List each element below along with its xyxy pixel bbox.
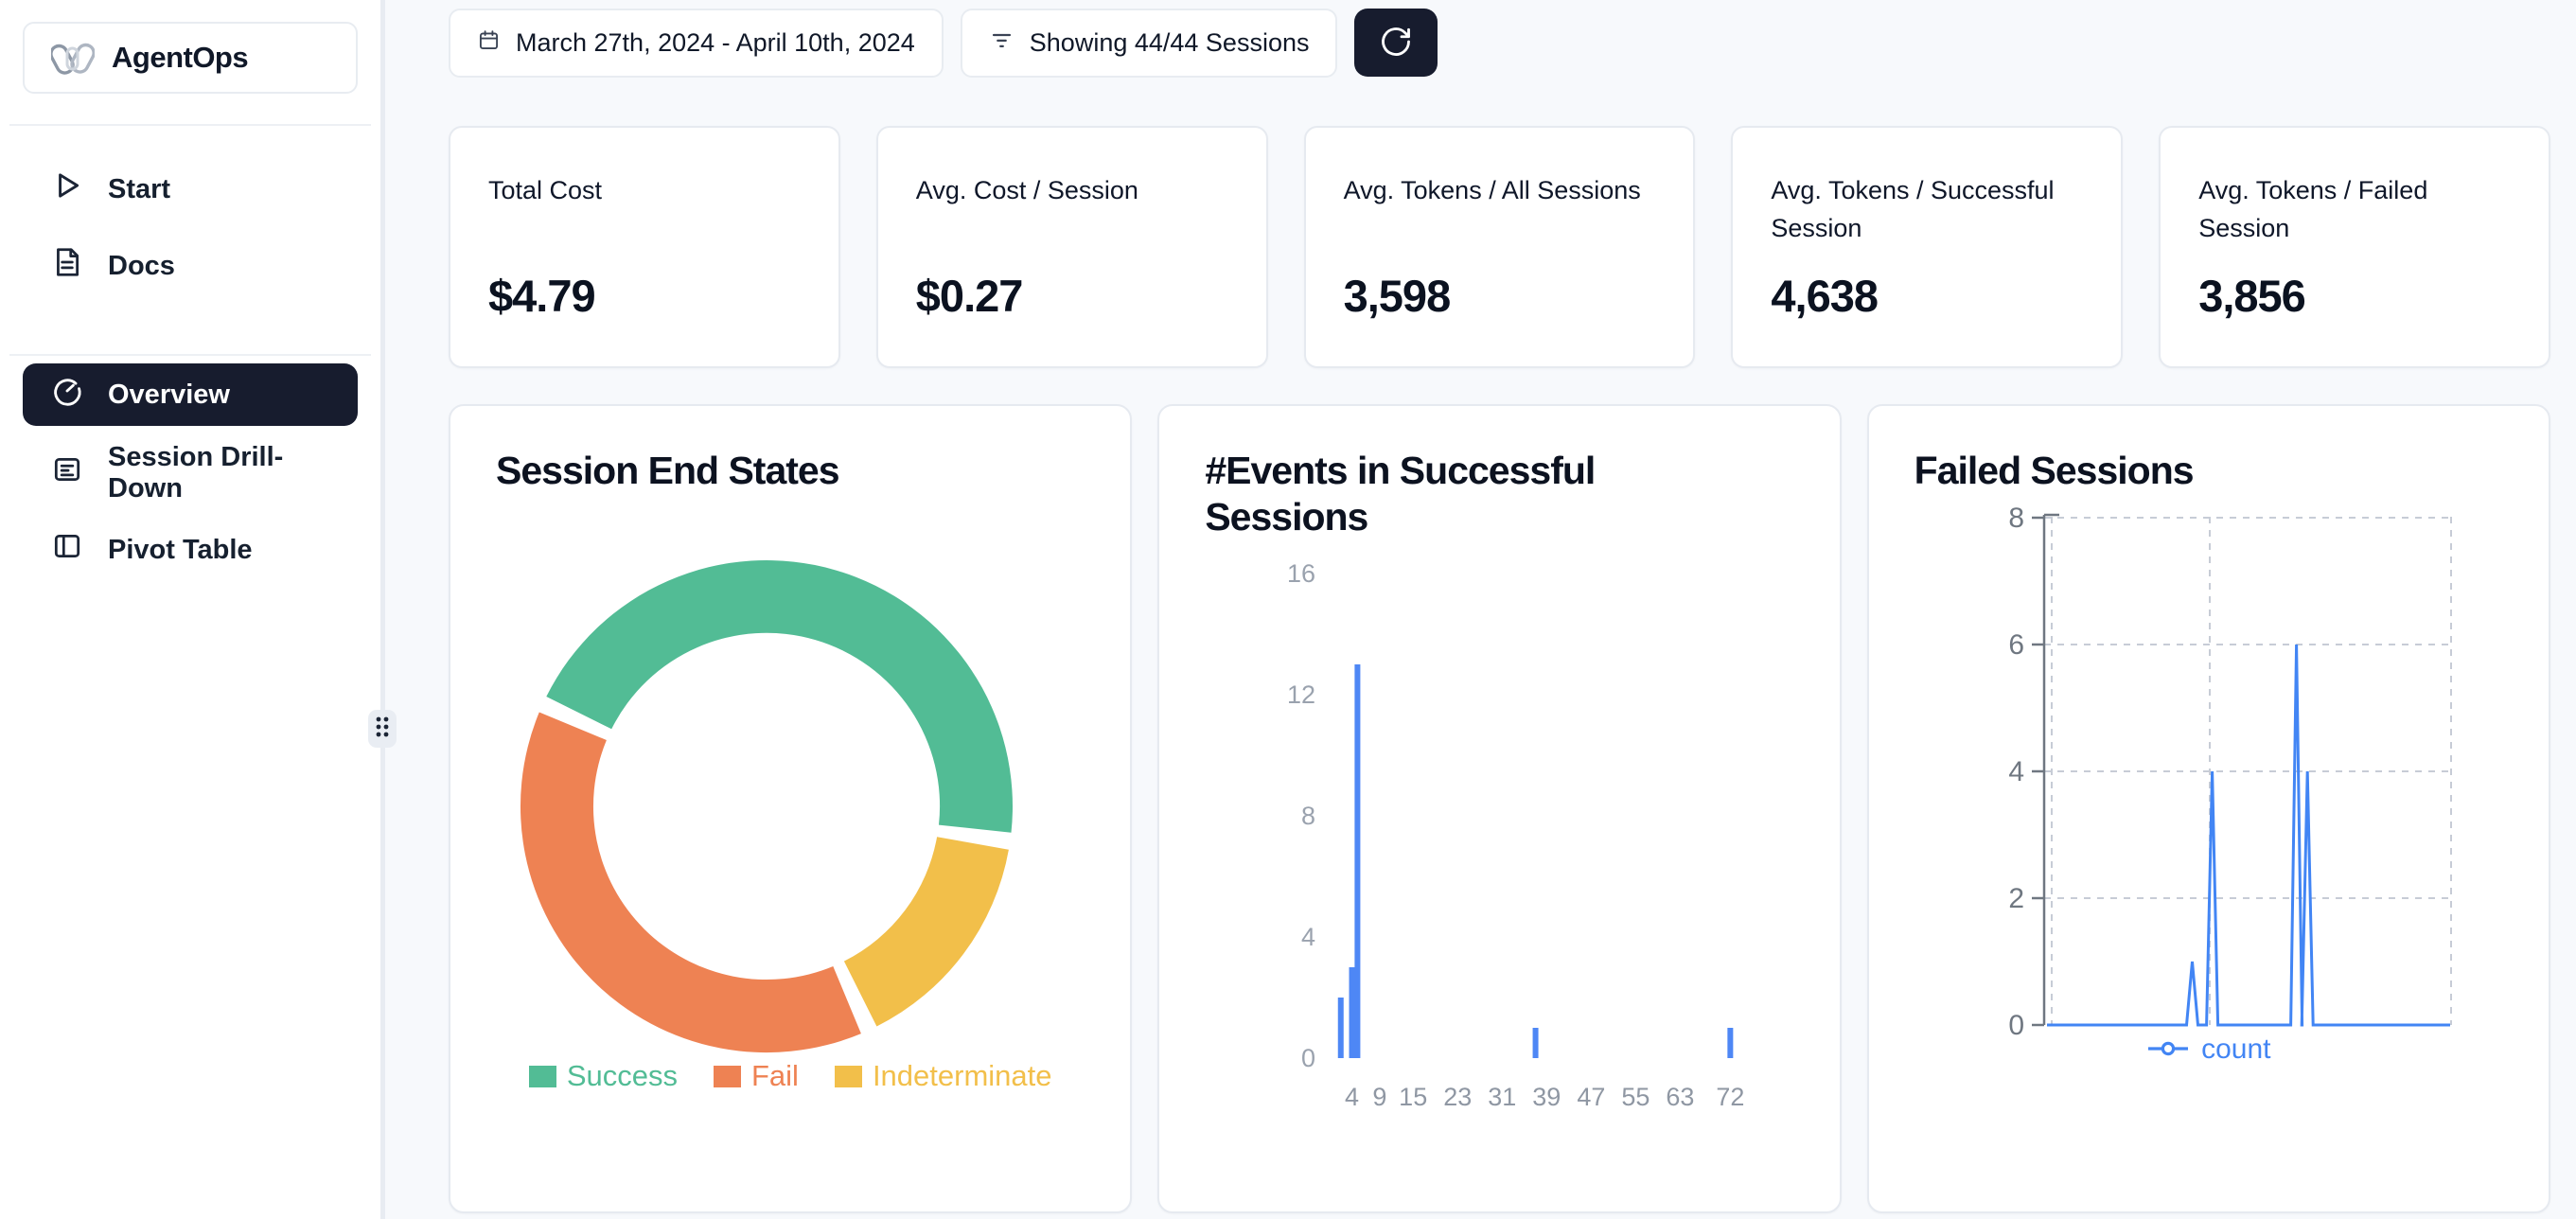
success-swatch-icon [528,1065,556,1087]
failed-sessions-chart-card: Failed Sessions 0 2 4 6 8 count [1866,404,2550,1213]
sidebar-item-label: Pivot Table [108,534,253,565]
stat-label: Avg. Tokens / All Sessions [1343,176,1641,204]
sidebar-item-label: Start [108,173,171,204]
svg-text:15: 15 [1400,1083,1428,1111]
svg-text:4: 4 [2008,756,2024,787]
svg-text:8: 8 [1301,802,1315,830]
sidebar-item-label: Overview [108,379,230,410]
stat-label: Total Cost [488,176,603,204]
svg-text:6: 6 [2008,629,2024,661]
svg-text:0: 0 [1301,1044,1315,1072]
svg-text:2: 2 [2008,883,2024,914]
sidebar-item-label: Session Drill-Down [108,442,284,504]
count-series-icon [2146,1034,2190,1066]
list-box-icon [51,453,83,493]
sidebar-item-label: Docs [108,250,175,281]
stat-card-avg-tokens-failed: Avg. Tokens / Failed Session 3,856 [2159,126,2550,368]
svg-text:9: 9 [1373,1083,1387,1111]
svg-text:47: 47 [1578,1083,1606,1111]
legend-item-success[interactable]: Success [528,1059,678,1093]
stat-value: $0.27 [915,271,1024,321]
refresh-button[interactable] [1354,9,1438,77]
svg-text:55: 55 [1622,1083,1650,1111]
fail-swatch-icon [713,1065,741,1087]
stat-label: Avg. Tokens / Failed Session [2198,176,2428,242]
calendar-icon [477,28,501,59]
sidebar-item-session-drill-down[interactable]: Session Drill-Down [23,442,358,504]
legend-label: Fail [750,1059,799,1092]
legend-item-fail[interactable]: Fail [713,1059,799,1093]
svg-text:0: 0 [2008,1010,2024,1041]
date-range-button[interactable]: March 27th, 2024 - April 10th, 2024 [449,9,944,78]
sidebar-item-overview[interactable]: Overview [23,363,358,426]
chart-title: Failed Sessions [1914,449,2195,492]
svg-text:8: 8 [2008,503,2024,534]
svg-text:16: 16 [1287,559,1315,588]
stat-label: Avg. Cost / Session [915,176,1138,204]
stat-label: Avg. Tokens / Successful Session [1771,176,2055,242]
svg-text:23: 23 [1444,1083,1473,1111]
sidebar: AgentOps Start Docs Overview [0,0,380,1219]
app-title: AgentOps [112,41,249,74]
sidebar-divider [9,124,371,126]
stat-value: 3,598 [1343,271,1452,321]
events-in-successful-sessions-chart-card: #Events in Successful Sessions 0 4 8 12 16 4 9… [1157,404,1842,1213]
gauge-icon [51,375,83,415]
legend-item-indeterminate[interactable]: Indeterminate [834,1059,1052,1093]
refresh-icon [1379,25,1413,62]
sidebar-main-divider [380,0,385,1219]
svg-text:4: 4 [1301,923,1315,951]
svg-text:4: 4 [1345,1083,1359,1111]
svg-text:12: 12 [1287,680,1315,709]
document-icon [51,246,83,286]
grip-dots-icon [374,715,391,744]
app-logo[interactable]: AgentOps [23,22,358,94]
play-icon [51,169,83,209]
date-range-label: March 27th, 2024 - April 10th, 2024 [516,28,915,57]
sidebar-item-start[interactable]: Start [23,163,358,216]
session-filter-button[interactable]: Showing 44/44 Sessions [960,9,1338,78]
toolbar: March 27th, 2024 - April 10th, 2024 Show… [449,9,2550,78]
columns-icon [51,530,83,570]
svg-text:31: 31 [1489,1083,1517,1111]
stat-value: $4.79 [488,271,596,321]
sidebar-divider [9,354,371,356]
donut-legend: Success Fail Indeterminate [450,1059,1130,1093]
legend-label: Success [566,1059,678,1092]
sidebar-item-pivot-table[interactable]: Pivot Table [23,523,358,576]
session-end-states-chart-card: Session End States Success Fail Indeterm… [449,404,1133,1213]
main-content: March 27th, 2024 - April 10th, 2024 Show… [385,0,2576,1219]
session-end-states-donut[interactable] [450,406,1132,1213]
stat-card-total-cost: Total Cost $4.79 [449,126,840,368]
filter-icon [989,27,1015,60]
stat-value: 4,638 [1771,271,1879,321]
chart-title: Session End States [496,449,840,492]
svg-text:63: 63 [1667,1083,1695,1111]
stat-card-avg-cost-session: Avg. Cost / Session $0.27 [875,126,1268,368]
failed-sessions-line-chart[interactable]: 0 2 4 6 8 [1869,406,2550,1213]
svg-text:39: 39 [1533,1083,1561,1111]
svg-text:72: 72 [1717,1083,1745,1111]
stat-value: 3,856 [2198,271,2306,321]
chart-title: #Events in Successful Sessions [1205,449,1596,539]
legend-label: Indeterminate [872,1059,1052,1092]
stat-card-avg-tokens-all: Avg. Tokens / All Sessions 3,598 [1303,126,1696,368]
sidebar-item-docs[interactable]: Docs [23,239,358,292]
session-filter-label: Showing 44/44 Sessions [1029,28,1310,57]
agentops-logo-icon [49,36,96,80]
sidebar-resize-handle[interactable] [368,710,397,748]
count-legend-label: count [2201,1034,2271,1065]
stats-row: Total Cost $4.79 Avg. Cost / Session $0.… [449,126,2550,368]
indeterminate-swatch-icon [834,1065,862,1087]
charts-row: Session End States Success Fail Indeterm… [449,404,2550,1213]
count-legend[interactable]: count [1869,1034,2549,1066]
stat-card-avg-tokens-successful: Avg. Tokens / Successful Session 4,638 [1731,126,2124,368]
